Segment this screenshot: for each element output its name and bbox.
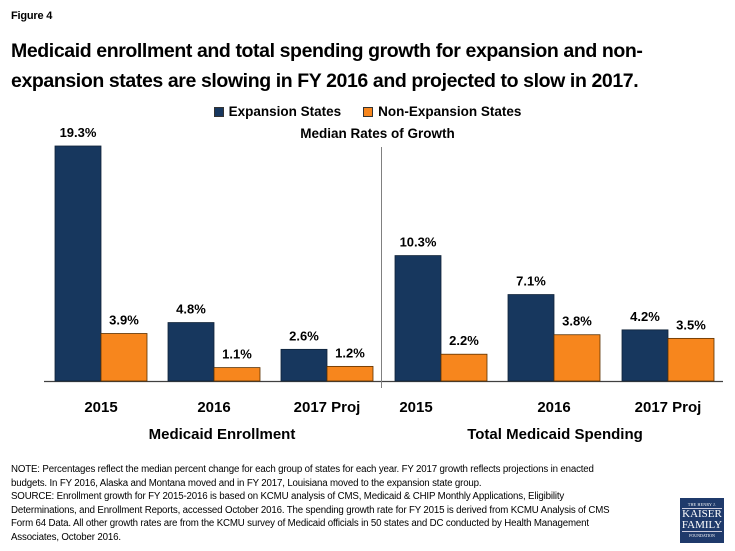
source-line: Associates, October 2016. bbox=[11, 531, 121, 543]
bar-expansion bbox=[167, 322, 215, 382]
chart-title: Medicaid enrollment and total spending g… bbox=[11, 36, 731, 96]
bar-non-expansion bbox=[667, 337, 715, 382]
legend-label-non-expansion: Non-Expansion States bbox=[378, 104, 522, 119]
x-tick-label: 2016 bbox=[197, 399, 230, 416]
data-label: 2.2% bbox=[449, 333, 479, 348]
bar-chart: 19.3% 3.9% 2015 4.8% 1.1% 2016 2.6% 1.2% 2017 Pr… bbox=[44, 125, 723, 443]
bar-expansion bbox=[54, 145, 102, 382]
bar-expansion bbox=[280, 348, 328, 382]
bar-expansion bbox=[394, 255, 442, 382]
legend-swatch-non-expansion bbox=[363, 106, 374, 117]
data-label: 19.3% bbox=[60, 125, 97, 140]
notes: NOTE: Percentages reflect the median per… bbox=[11, 463, 661, 545]
x-tick-label: 2015 bbox=[84, 399, 117, 416]
x-tick-label: 2015 bbox=[399, 399, 432, 416]
data-label: 4.8% bbox=[176, 302, 206, 317]
chart-title-line-1: Medicaid enrollment and total spending g… bbox=[11, 40, 643, 62]
panel-label: Total Medicaid Spending bbox=[467, 426, 643, 443]
bar-non-expansion bbox=[440, 353, 488, 382]
data-label: 3.5% bbox=[676, 317, 706, 332]
legend-swatch-expansion bbox=[213, 106, 224, 117]
source-line: Determinations, and Enrollment Reports, … bbox=[11, 504, 610, 516]
data-label: 7.1% bbox=[516, 274, 546, 289]
source-line: SOURCE: Enrollment growth for FY 2015-20… bbox=[11, 491, 565, 503]
data-label: 3.9% bbox=[109, 313, 139, 328]
legend-label-expansion: Expansion States bbox=[228, 104, 342, 119]
bar-non-expansion bbox=[100, 333, 148, 382]
data-label: 2.6% bbox=[289, 328, 319, 343]
panel-label: Medicaid Enrollment bbox=[149, 426, 296, 443]
bar-expansion bbox=[507, 294, 555, 382]
bar-non-expansion bbox=[326, 365, 374, 382]
x-tick-label: 2017 Proj bbox=[635, 399, 702, 416]
x-tick-label: 2017 Proj bbox=[294, 399, 361, 416]
bar-non-expansion bbox=[213, 367, 261, 382]
logo-text-foundation: FOUNDATION bbox=[682, 531, 722, 539]
x-tick-label: 2016 bbox=[537, 399, 570, 416]
chart-subtitle: Median Rates of Growth bbox=[300, 126, 455, 141]
data-label: 4.2% bbox=[630, 309, 660, 324]
data-label: 10.3% bbox=[400, 235, 437, 250]
legend: Expansion States Non-Expansion States bbox=[0, 104, 735, 119]
note-line: budgets. In FY 2016, Alaska and Montana … bbox=[11, 477, 482, 489]
legend-item-expansion: Expansion States bbox=[213, 104, 342, 119]
logo-text-kaiser: KAISER bbox=[682, 508, 722, 520]
legend-item-non-expansion: Non-Expansion States bbox=[363, 104, 521, 119]
bar-non-expansion bbox=[553, 334, 601, 382]
kff-logo: THE HENRY J. KAISER FAMILY FOUNDATION bbox=[680, 498, 724, 543]
data-label: 1.2% bbox=[335, 345, 365, 360]
bar-expansion bbox=[621, 329, 669, 382]
logo-text-family: FAMILY bbox=[681, 519, 723, 531]
figure-label: Figure 4 bbox=[11, 10, 53, 22]
data-label: 3.8% bbox=[562, 314, 592, 329]
note-line: NOTE: Percentages reflect the median per… bbox=[11, 464, 594, 475]
source-line: Form 64 Data. All other growth rates are… bbox=[11, 518, 589, 530]
logo-text-top: THE HENRY J. bbox=[682, 502, 722, 509]
data-label: 1.1% bbox=[222, 347, 252, 362]
chart-title-line-2: expansion states are slowing in FY 2016 … bbox=[11, 70, 639, 92]
